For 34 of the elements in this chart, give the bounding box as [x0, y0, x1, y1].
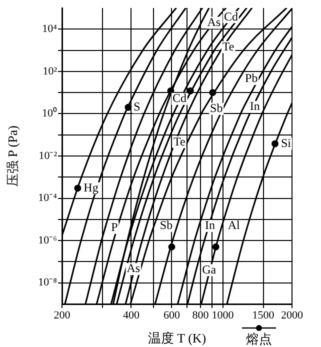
annotation: As — [207, 14, 221, 29]
annotation: Si — [281, 136, 292, 150]
annotation: In — [204, 218, 215, 232]
x-tick-label: 600 — [163, 309, 180, 322]
annotation: Pb — [245, 71, 258, 86]
y-axis-title: 压强 P (Pa) — [5, 126, 20, 186]
x-tick-label: 1000 — [212, 309, 234, 322]
annotation: Sb — [160, 218, 173, 232]
x-tick-label: 1500 — [252, 309, 275, 322]
y-tick-label: 10⁻⁶ — [38, 234, 58, 246]
annotation: Te — [173, 134, 186, 148]
annotation: In — [250, 99, 260, 114]
x-tick-label: 200 — [54, 309, 71, 322]
x-tick-label: 400 — [122, 309, 140, 322]
annotation: Te — [222, 39, 234, 54]
annotation: Ga — [202, 262, 217, 276]
annotation: S — [134, 100, 140, 114]
y-tick-label: 10⁻⁴ — [38, 192, 58, 204]
annotation: Al — [228, 218, 241, 232]
y-tick-label: 10² — [42, 65, 58, 78]
annotation: Cd — [224, 9, 238, 24]
annotation: As — [126, 261, 140, 276]
annotation: Hg — [84, 180, 98, 194]
x-axis-title: 温度 T (K) — [148, 330, 206, 346]
annotation: Sb — [210, 101, 223, 115]
x-tick-label: 800 — [192, 309, 210, 322]
annotation: Cd — [172, 91, 186, 106]
y-tick-label: 10⁻² — [38, 150, 58, 162]
y-tick-label: 10⁻⁸ — [38, 276, 58, 289]
x-tick-label: 2000 — [281, 309, 304, 322]
legend-label: 熔点 — [246, 331, 272, 346]
y-tick-label: 10⁰ — [42, 106, 57, 120]
y-tick-label: 10⁴ — [42, 23, 58, 36]
annotation: P — [111, 220, 118, 234]
